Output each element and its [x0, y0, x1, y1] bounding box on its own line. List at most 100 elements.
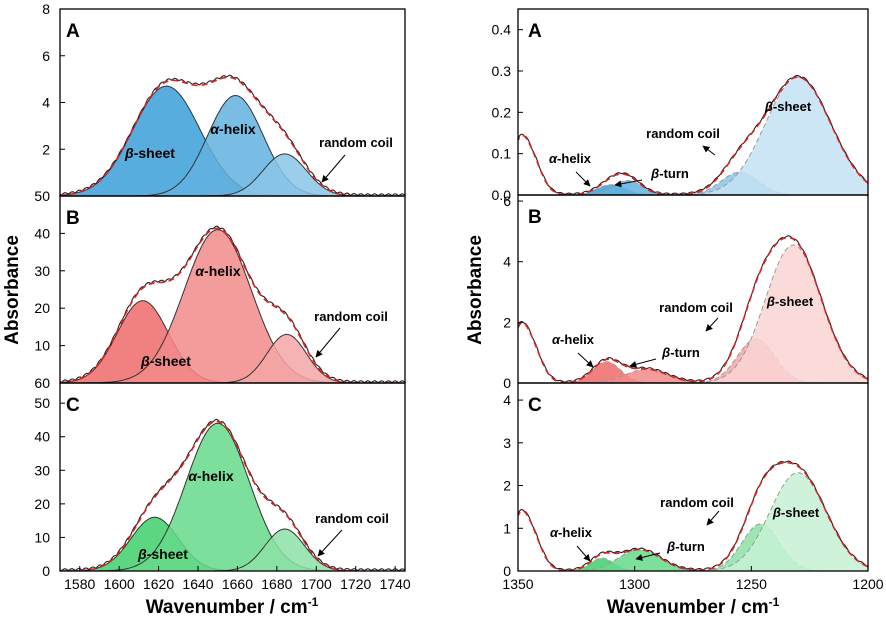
- y-tick-label: 0.3: [492, 63, 512, 79]
- y-tick-label: 20: [34, 496, 50, 512]
- annotation-turn: β-turn: [650, 166, 689, 181]
- fitted-sum-line: [518, 461, 868, 571]
- x-axis-title: Wavenumber / cm-1: [607, 595, 780, 618]
- annotation-helix: α-helix: [210, 121, 255, 137]
- annotation-arrow: [317, 529, 343, 557]
- curves-layer: [60, 74, 868, 571]
- y-tick-label: 1: [503, 520, 511, 536]
- y-tick-label: 2: [503, 478, 511, 494]
- annotation-arrow: [702, 145, 716, 156]
- y-axis-title: Absorbance: [465, 235, 486, 345]
- y-tick-label: 6: [503, 193, 511, 209]
- y-tick-label: 2: [503, 314, 511, 330]
- y-tick-label: 10: [34, 338, 50, 354]
- x-tick-label: 1300: [619, 576, 650, 592]
- x-axis-title: Wavenumber / cm-1: [146, 595, 319, 618]
- band-fills-layer: [60, 76, 868, 571]
- y-tick-label: 4: [42, 95, 50, 111]
- band-turn-fill: [518, 179, 868, 195]
- annotation-arrow: [706, 510, 720, 526]
- annotation-arrow: [321, 154, 346, 183]
- annotation-arrow: [629, 358, 657, 368]
- x-tick-label: 1250: [736, 576, 767, 592]
- annotation-sheet: β-sheet: [766, 294, 814, 309]
- annotation-helix: α-helix: [549, 151, 592, 166]
- annotation-arrow: [576, 545, 591, 562]
- band-helix-fill: [60, 422, 405, 571]
- x-tick-label: 1600: [104, 576, 135, 592]
- x-tick-label: 1200: [852, 576, 883, 592]
- annotation-helix: α-helix: [195, 263, 240, 279]
- y-tick-label: 20: [34, 300, 50, 316]
- fitted-sum-line: [60, 420, 405, 571]
- band-helix-fill: [60, 94, 405, 196]
- panel-letter: A: [66, 21, 80, 42]
- y-tick-label: 50: [34, 395, 50, 411]
- y-tick-label: 30: [34, 263, 50, 279]
- y-tick-label: 2: [42, 141, 50, 157]
- annotation-randomcoil: random coil: [319, 135, 393, 150]
- y-tick-label: 6: [42, 48, 50, 64]
- annotation-turn: β-turn: [666, 539, 705, 554]
- y-tick-label: 30: [34, 462, 50, 478]
- annotation-sheet: β-sheet: [137, 546, 188, 562]
- axes-layer: [59, 8, 869, 572]
- annotation-sheet: β-sheet: [124, 145, 175, 161]
- y-tick-label: 50: [34, 188, 50, 204]
- annotation-helix: α-helix: [550, 525, 593, 540]
- annotation-randomcoil: random coil: [660, 495, 734, 510]
- annotation-arrow: [577, 352, 594, 368]
- x-tick-label: 1680: [261, 576, 292, 592]
- annotation-arrow: [315, 327, 341, 358]
- x-tick-label: 1580: [64, 576, 95, 592]
- x-tick-label: 1640: [182, 576, 213, 592]
- x-tick-label: 1740: [380, 576, 411, 592]
- measured-spectrum-line: [518, 460, 868, 571]
- annotation-randomcoil: random coil: [659, 300, 733, 315]
- annotation-randomcoil: random coil: [315, 511, 389, 526]
- y-tick-label: 8: [42, 1, 50, 17]
- panel-letter: B: [66, 208, 80, 229]
- y-tick-label: 4: [503, 254, 511, 270]
- fitted-sum-line: [60, 76, 405, 196]
- x-tick-label: 1700: [301, 576, 332, 592]
- x-tick-label: 1660: [222, 576, 253, 592]
- annotation-randomcoil: random coil: [314, 309, 388, 324]
- y-tick-label: 0.4: [492, 22, 512, 38]
- annotation-arrow: [705, 317, 719, 332]
- band-sheet-fill: [518, 76, 868, 195]
- annotation-arrow: [614, 179, 643, 188]
- annotation-helix: α-helix: [552, 332, 595, 347]
- annotation-randomcoil: random coil: [646, 126, 720, 141]
- fitted-sum-line: [518, 76, 868, 195]
- y-tick-label: 60: [34, 375, 50, 391]
- x-tick-label: 1620: [143, 576, 174, 592]
- panel-letter: B: [528, 207, 542, 228]
- y-tick-label: 4: [503, 392, 511, 408]
- y-tick-label: 3: [503, 435, 511, 451]
- panel-letter: A: [528, 21, 542, 42]
- annotation-sheet: β-sheet: [140, 353, 191, 369]
- y-axis-title: Absorbance: [2, 235, 23, 345]
- annotation-sheet: β-sheet: [772, 505, 820, 520]
- annotation-arrow: [635, 552, 661, 561]
- y-tick-label: 10: [34, 529, 50, 545]
- panel-letter: C: [528, 395, 542, 416]
- y-tick-label: 0.1: [492, 146, 512, 162]
- y-tick-label: 40: [34, 429, 50, 445]
- y-tick-label: 0: [503, 563, 511, 579]
- annotation-turn: β-turn: [661, 345, 700, 360]
- panel-letter: C: [66, 395, 80, 416]
- annotation-sheet: β-sheet: [764, 99, 812, 114]
- annotation-helix: α-helix: [188, 468, 233, 484]
- y-tick-label: 40: [34, 225, 50, 241]
- y-tick-label: 0.2: [492, 104, 512, 120]
- panel-frame: [59, 382, 406, 572]
- annotation-arrow: [575, 171, 591, 187]
- y-tick-label: 0: [42, 563, 50, 579]
- x-tick-label: 1350: [502, 576, 533, 592]
- x-tick-label: 1720: [340, 576, 371, 592]
- y-tick-label: 0.0: [492, 187, 512, 203]
